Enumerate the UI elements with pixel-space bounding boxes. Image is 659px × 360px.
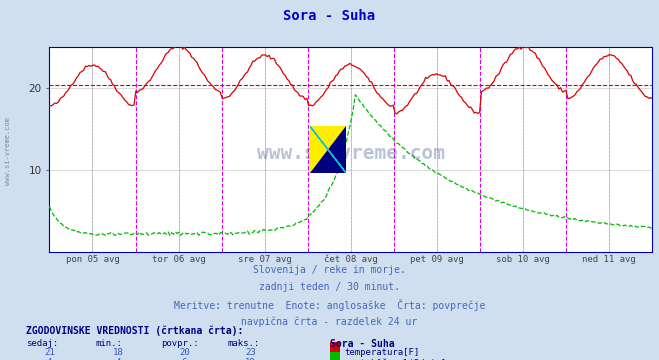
Text: pretok[čevelj3/min]: pretok[čevelj3/min] [344, 358, 446, 360]
Text: ZGODOVINSKE VREDNOSTI (črtkana črta):: ZGODOVINSKE VREDNOSTI (črtkana črta): [26, 326, 244, 336]
Text: 18: 18 [113, 348, 124, 357]
Text: Sora - Suha: Sora - Suha [330, 339, 394, 349]
Text: navpična črta - razdelek 24 ur: navpična črta - razdelek 24 ur [241, 316, 418, 327]
Text: Meritve: trenutne  Enote: anglosaške  Črta: povprečje: Meritve: trenutne Enote: anglosaške Črta… [174, 299, 485, 311]
Text: maks.:: maks.: [227, 339, 260, 348]
Text: 23: 23 [245, 348, 256, 357]
Text: zadnji teden / 30 minut.: zadnji teden / 30 minut. [259, 282, 400, 292]
Text: Sora - Suha: Sora - Suha [283, 9, 376, 23]
Text: 20: 20 [179, 348, 190, 357]
Text: 4: 4 [116, 358, 121, 360]
Text: 19: 19 [245, 358, 256, 360]
Text: 4: 4 [47, 358, 52, 360]
Polygon shape [310, 126, 346, 173]
Text: www.si-vreme.com: www.si-vreme.com [257, 144, 445, 163]
Text: temperatura[F]: temperatura[F] [344, 348, 419, 357]
Text: povpr.:: povpr.: [161, 339, 199, 348]
Text: min.:: min.: [96, 339, 123, 348]
Text: 6: 6 [182, 358, 187, 360]
Text: sedaj:: sedaj: [26, 339, 59, 348]
Text: 21: 21 [44, 348, 55, 357]
Polygon shape [310, 126, 346, 173]
Text: www.si-vreme.com: www.si-vreme.com [5, 117, 11, 185]
Polygon shape [310, 126, 346, 173]
Text: Slovenija / reke in morje.: Slovenija / reke in morje. [253, 265, 406, 275]
